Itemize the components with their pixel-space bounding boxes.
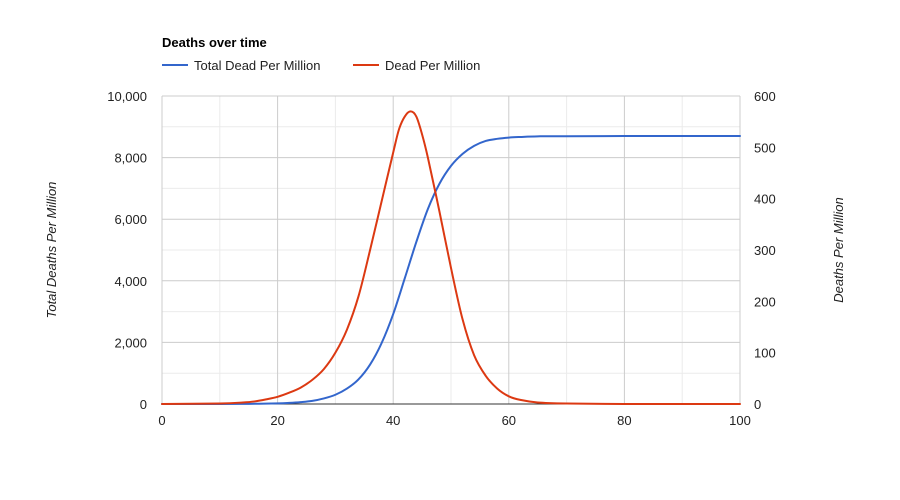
axes: 0 20 40 60 80 10002,0004,0006,0008,00010,0000… — [107, 89, 775, 428]
y-left-tick-label: 8,000 — [114, 151, 147, 166]
y-left-axis-title: Total Deaths Per Million — [44, 182, 59, 319]
x-tick-label: 0 — [158, 413, 165, 428]
y-left-tick-label: 0 — [140, 397, 147, 412]
y-right-tick-label: 0 — [754, 397, 761, 412]
y-left-tick-label: 6,000 — [114, 212, 147, 227]
chart-title: Deaths over time — [162, 35, 267, 50]
x-tick-label: 100 — [729, 413, 751, 428]
y-right-axis-title: Deaths Per Million — [831, 197, 846, 303]
y-right-tick-label: 100 — [754, 346, 776, 361]
x-tick-label: 60 — [502, 413, 516, 428]
legend-item-dead[interactable]: Dead Per Million — [353, 58, 480, 73]
series-lines — [161, 110, 741, 406]
gridlines — [161, 95, 741, 404]
y-right-tick-label: 200 — [754, 294, 776, 309]
series-line-dead[interactable] — [161, 110, 741, 406]
y-left-tick-label: 4,000 — [114, 274, 147, 289]
legend-label-dead: Dead Per Million — [385, 58, 480, 73]
x-tick-label: 80 — [617, 413, 631, 428]
y-left-tick-label: 10,000 — [107, 89, 147, 104]
y-right-tick-label: 600 — [754, 89, 776, 104]
x-tick-label: 40 — [386, 413, 400, 428]
series-line-total-dead[interactable] — [161, 135, 741, 406]
y-right-tick-label: 500 — [754, 140, 776, 155]
legend-item-total-dead[interactable]: Total Dead Per Million — [162, 58, 320, 73]
y-right-tick-label: 400 — [754, 192, 776, 207]
y-right-tick-label: 300 — [754, 243, 776, 258]
legend-label-total-dead: Total Dead Per Million — [194, 58, 320, 73]
y-left-tick-label: 2,000 — [114, 335, 147, 350]
x-tick-label: 20 — [270, 413, 284, 428]
legend: Total Dead Per Million Dead Per Million — [162, 58, 480, 73]
